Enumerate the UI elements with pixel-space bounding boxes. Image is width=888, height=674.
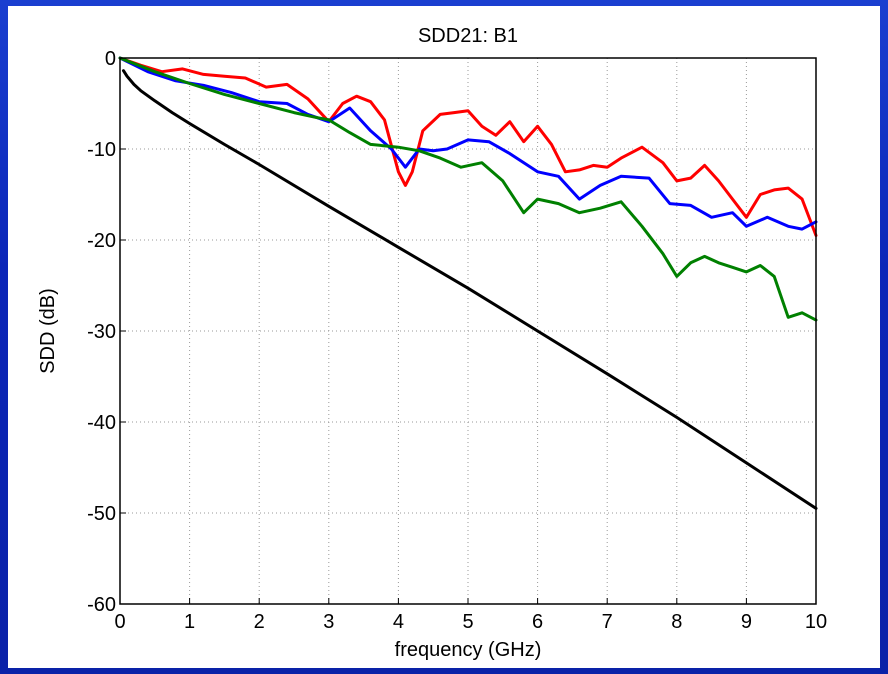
x-tick-label: 4 xyxy=(393,611,404,633)
series-line-2 xyxy=(118,56,818,322)
x-tick-label: 5 xyxy=(462,611,473,633)
y-tick-label: -10 xyxy=(87,139,116,161)
series-line-1 xyxy=(118,56,818,231)
x-axis-label: frequency (GHz) xyxy=(395,639,542,661)
x-tick-label: 9 xyxy=(741,611,752,633)
series-layer xyxy=(118,56,818,510)
x-tick-label: 8 xyxy=(671,611,682,633)
chart-svg: 0 1 2 3 4 5 6 7 8 9 10 0 -10 -20 -30 -40 -50 -60 SDD21: B… xyxy=(37,25,827,661)
x-tick-label: 6 xyxy=(532,611,543,633)
y-axis-label: SDD (dB) xyxy=(37,288,59,374)
chart-figure: 0 1 2 3 4 5 6 7 8 9 10 0 -10 -20 -30 -40 -50 -60 SDD21: B… xyxy=(8,6,880,668)
x-tick-label: 2 xyxy=(254,611,265,633)
x-tick-label: 7 xyxy=(602,611,613,633)
y-tick-label: -20 xyxy=(87,230,116,252)
y-tick-label: 0 xyxy=(105,48,116,70)
series-line-3 xyxy=(122,69,818,510)
tick-layer: 0 1 2 3 4 5 6 7 8 9 10 0 -10 -20 -30 -40 -50 -60 xyxy=(87,48,827,633)
chart-title: SDD21: B1 xyxy=(418,25,518,47)
series-line-0 xyxy=(118,56,818,237)
y-tick-label: -50 xyxy=(87,503,116,525)
y-tick-label: -30 xyxy=(87,321,116,343)
y-tick-label: -40 xyxy=(87,412,116,434)
x-tick-label: 10 xyxy=(805,611,827,633)
x-tick-label: 0 xyxy=(114,611,125,633)
x-tick-label: 1 xyxy=(184,611,195,633)
x-tick-label: 3 xyxy=(323,611,334,633)
y-tick-label: -60 xyxy=(87,594,116,616)
